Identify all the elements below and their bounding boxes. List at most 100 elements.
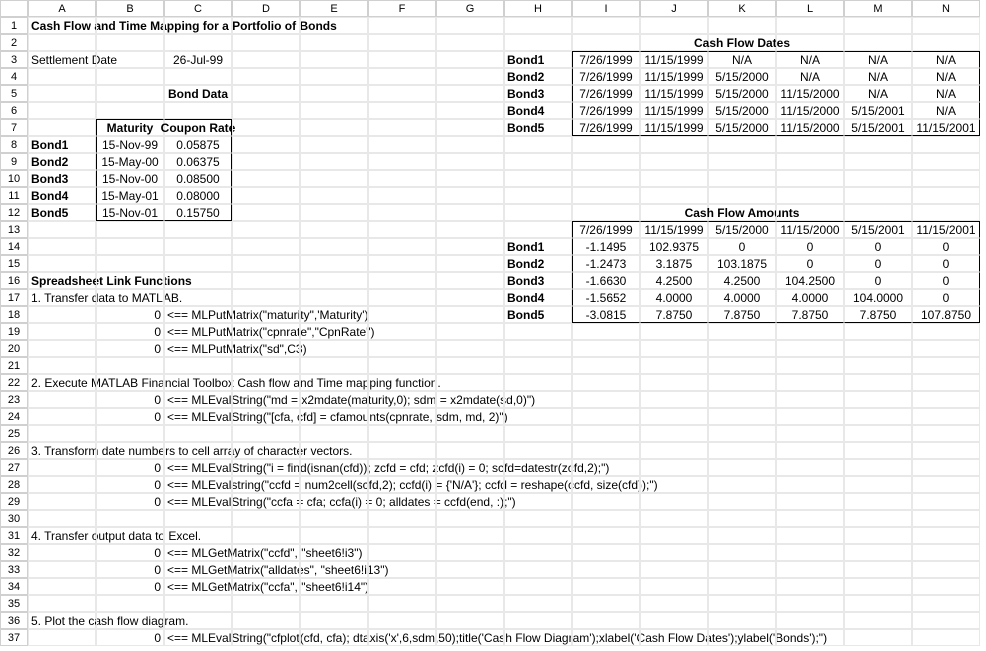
cell[interactable]	[504, 34, 572, 51]
cell[interactable]	[232, 340, 300, 357]
cell[interactable]	[232, 136, 300, 153]
cell[interactable]	[844, 391, 912, 408]
cell[interactable]	[436, 238, 504, 255]
cell[interactable]	[708, 170, 776, 187]
cell[interactable]	[300, 102, 368, 119]
cell[interactable]	[776, 153, 844, 170]
row-header[interactable]: 31	[0, 527, 28, 544]
cell[interactable]	[708, 544, 776, 561]
column-header[interactable]: E	[300, 0, 368, 17]
column-header[interactable]: A	[28, 0, 96, 17]
cell[interactable]	[164, 68, 232, 85]
cell[interactable]	[300, 629, 368, 646]
cell[interactable]	[28, 476, 96, 493]
cell[interactable]	[28, 68, 96, 85]
cell[interactable]	[504, 170, 572, 187]
cell[interactable]	[436, 357, 504, 374]
cell[interactable]	[776, 425, 844, 442]
cell[interactable]	[504, 408, 572, 425]
cell[interactable]	[640, 425, 708, 442]
cell[interactable]	[164, 425, 232, 442]
cell[interactable]	[300, 306, 368, 323]
row-header[interactable]: 37	[0, 629, 28, 646]
cell[interactable]	[436, 187, 504, 204]
cell[interactable]	[164, 374, 232, 391]
row-header[interactable]: 8	[0, 136, 28, 153]
cell[interactable]	[300, 153, 368, 170]
cell[interactable]	[368, 102, 436, 119]
row-header[interactable]: 2	[0, 34, 28, 51]
cell[interactable]	[368, 187, 436, 204]
cell[interactable]	[844, 34, 912, 51]
cell[interactable]	[912, 612, 980, 629]
cell[interactable]	[28, 408, 96, 425]
cell[interactable]	[232, 629, 300, 646]
cell[interactable]	[912, 204, 980, 221]
cell[interactable]	[912, 510, 980, 527]
cell[interactable]	[164, 289, 232, 306]
row-header[interactable]: 15	[0, 255, 28, 272]
cell[interactable]	[640, 374, 708, 391]
cell[interactable]	[776, 578, 844, 595]
cell[interactable]	[96, 374, 164, 391]
cell[interactable]	[436, 510, 504, 527]
cell[interactable]	[912, 34, 980, 51]
cell[interactable]	[368, 629, 436, 646]
cell[interactable]	[708, 340, 776, 357]
cell[interactable]	[640, 391, 708, 408]
cell[interactable]	[572, 459, 640, 476]
cell[interactable]	[844, 425, 912, 442]
cell[interactable]	[232, 153, 300, 170]
cell[interactable]	[640, 612, 708, 629]
cell[interactable]	[96, 221, 164, 238]
cell[interactable]	[504, 340, 572, 357]
cell[interactable]	[368, 374, 436, 391]
cell[interactable]	[28, 544, 96, 561]
cell[interactable]	[708, 629, 776, 646]
cell[interactable]	[232, 272, 300, 289]
cell[interactable]	[96, 510, 164, 527]
cell[interactable]	[504, 442, 572, 459]
cell[interactable]	[28, 561, 96, 578]
cell[interactable]	[300, 442, 368, 459]
cell[interactable]	[232, 238, 300, 255]
spreadsheet-grid[interactable]: ABCDEFGHIJKLMN1Cash Flow and Time Mappin…	[0, 0, 986, 646]
cell[interactable]	[776, 136, 844, 153]
cell[interactable]	[504, 578, 572, 595]
cell[interactable]	[708, 187, 776, 204]
cell[interactable]	[300, 408, 368, 425]
cell[interactable]	[436, 255, 504, 272]
cell[interactable]	[232, 408, 300, 425]
cell[interactable]	[232, 204, 300, 221]
cell[interactable]	[504, 357, 572, 374]
row-header[interactable]: 23	[0, 391, 28, 408]
cell[interactable]	[436, 340, 504, 357]
cell[interactable]	[504, 510, 572, 527]
cell[interactable]	[28, 255, 96, 272]
cell[interactable]	[776, 476, 844, 493]
cell[interactable]	[640, 170, 708, 187]
cell[interactable]	[232, 68, 300, 85]
cell[interactable]	[28, 493, 96, 510]
cell[interactable]	[232, 459, 300, 476]
cell[interactable]	[96, 68, 164, 85]
cell[interactable]	[708, 595, 776, 612]
cell[interactable]	[300, 459, 368, 476]
cell[interactable]	[572, 476, 640, 493]
column-header[interactable]: M	[844, 0, 912, 17]
cell[interactable]	[368, 476, 436, 493]
cell[interactable]	[504, 17, 572, 34]
cell[interactable]	[708, 578, 776, 595]
cell[interactable]	[504, 629, 572, 646]
cell[interactable]	[368, 595, 436, 612]
cell[interactable]	[28, 306, 96, 323]
row-header[interactable]: 29	[0, 493, 28, 510]
cell[interactable]	[232, 170, 300, 187]
cell[interactable]	[572, 323, 640, 340]
cell[interactable]	[708, 153, 776, 170]
cell[interactable]	[300, 68, 368, 85]
cell[interactable]	[232, 612, 300, 629]
cell[interactable]	[164, 510, 232, 527]
cell[interactable]	[572, 153, 640, 170]
cell[interactable]	[572, 17, 640, 34]
